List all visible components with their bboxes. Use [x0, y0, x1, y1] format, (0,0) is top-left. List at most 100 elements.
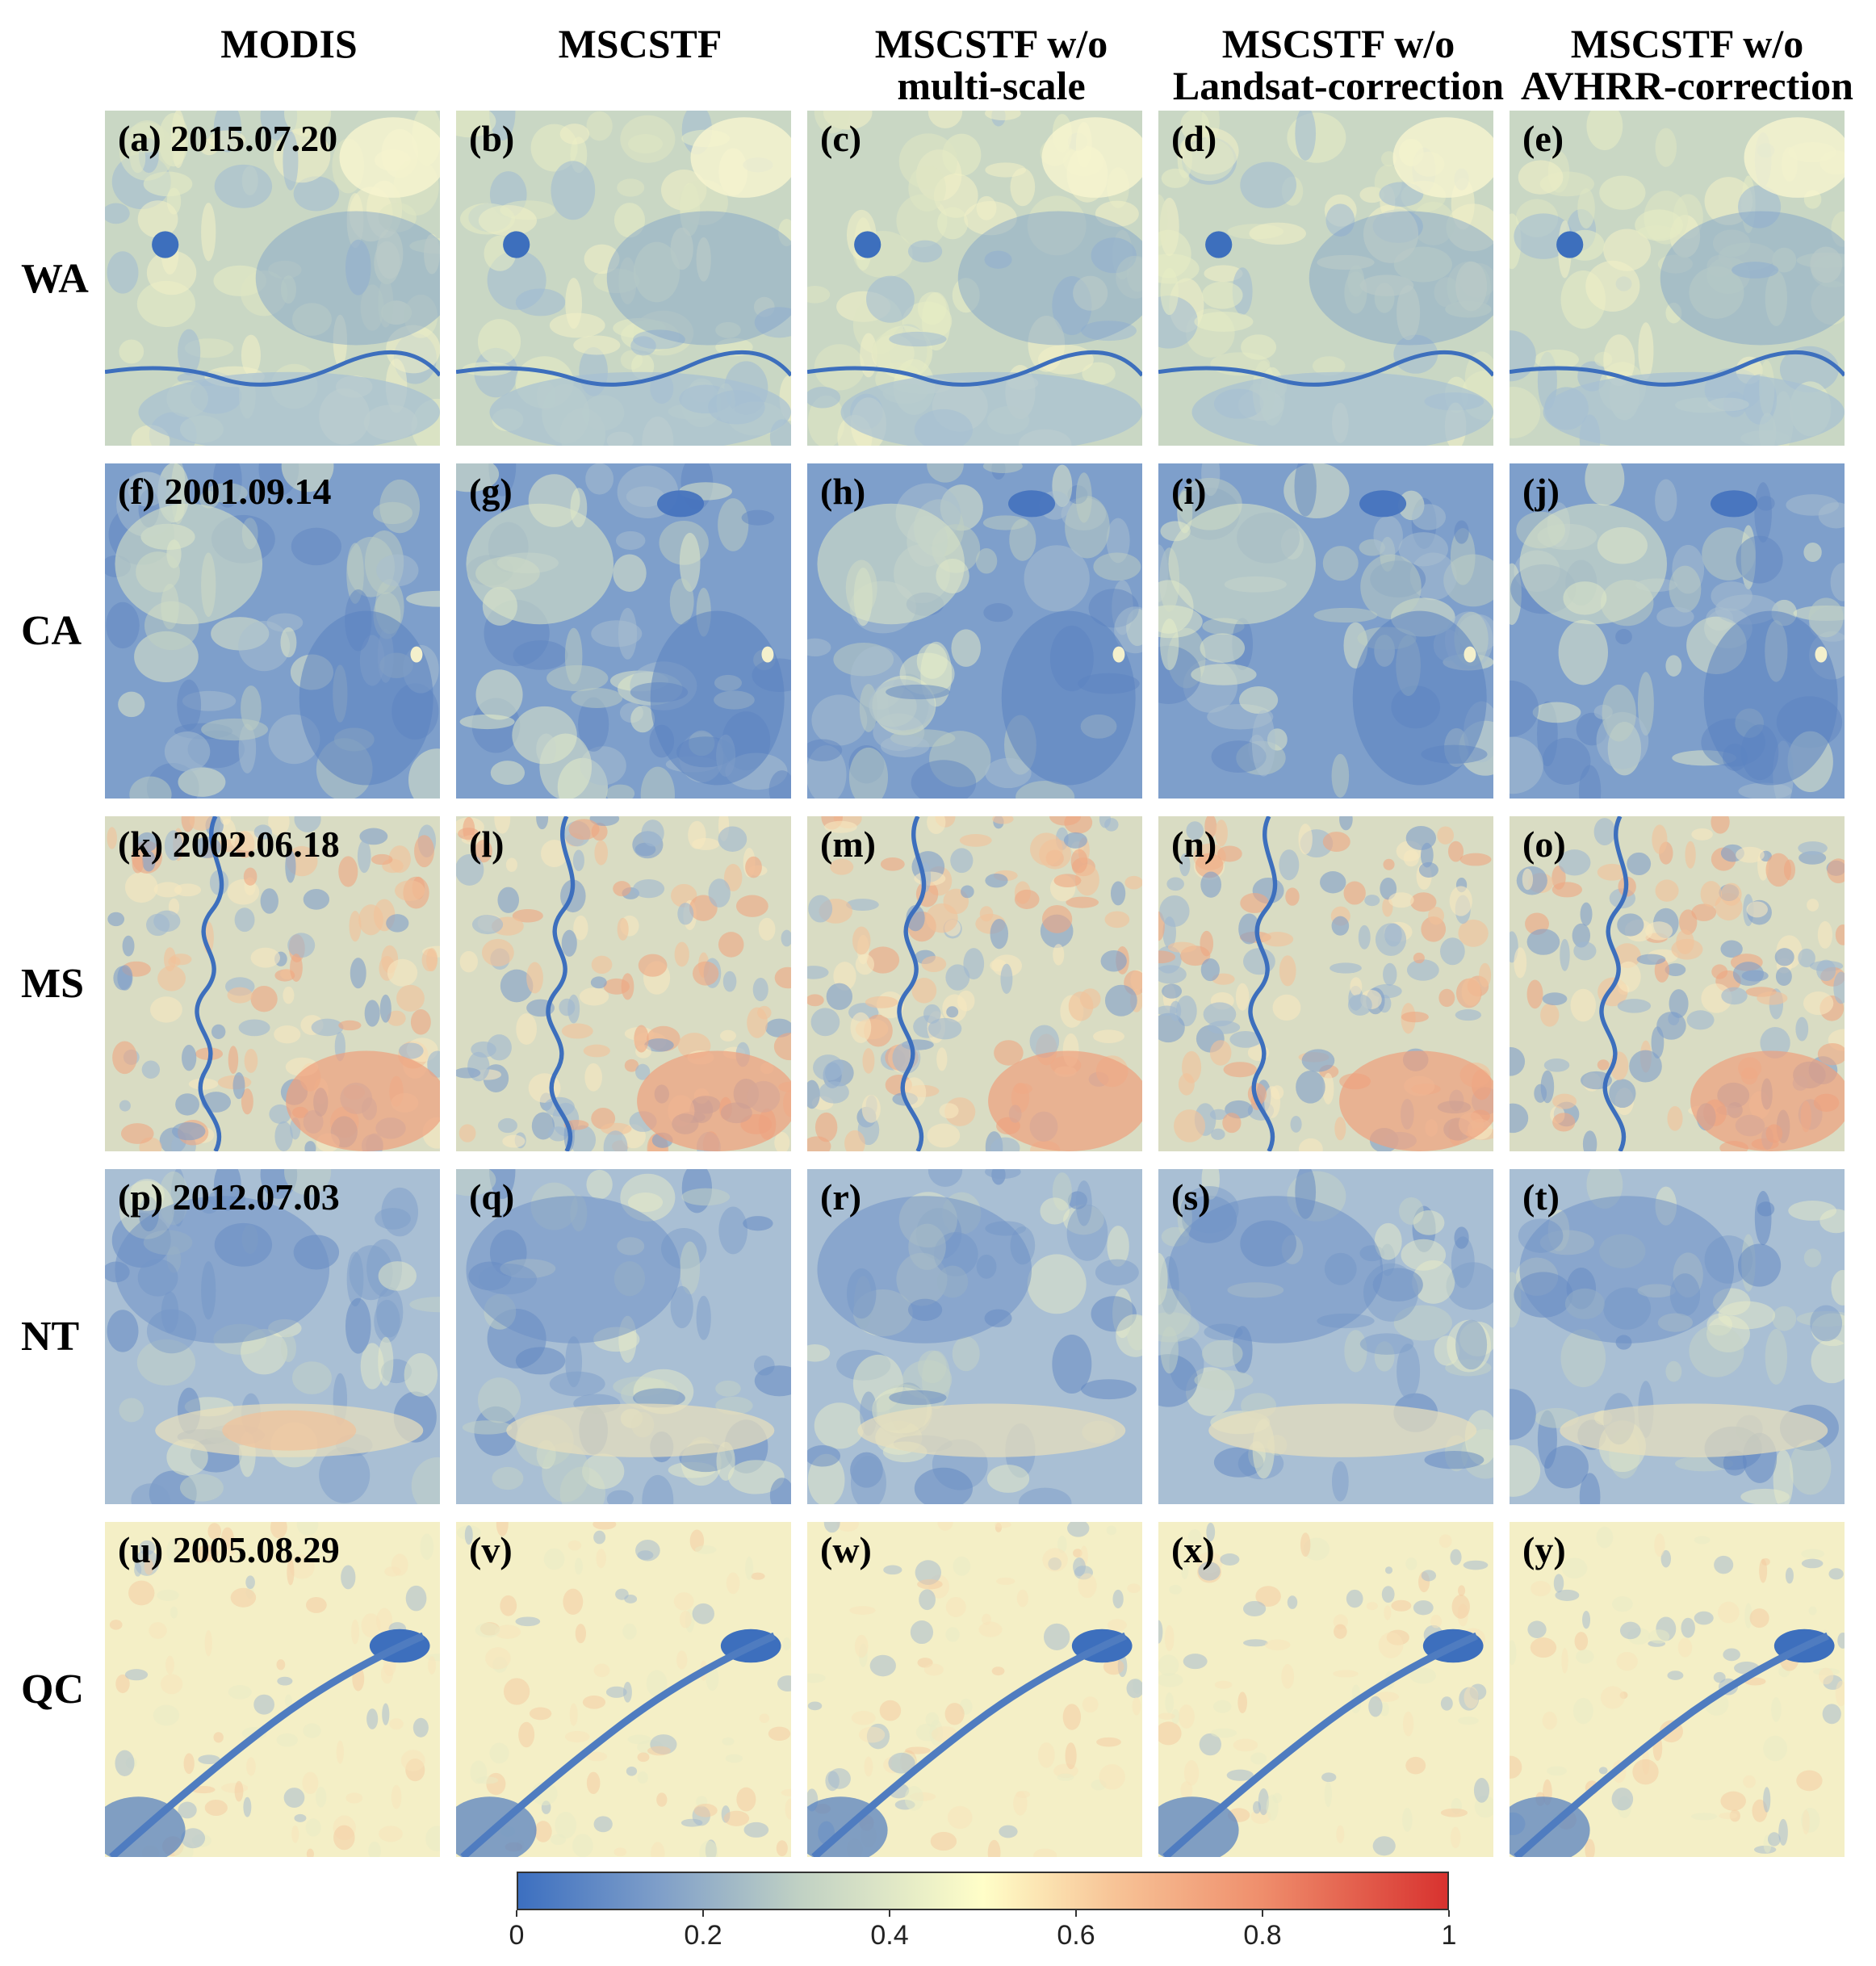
map-panel-ms-2: (m) [807, 816, 1142, 1151]
satellite-image [1158, 111, 1493, 446]
column-header-wo-avhrr-correction: MSCSTF w/o AVHRR-correction [1510, 23, 1865, 107]
map-panel-ms-4: (o) [1510, 816, 1845, 1151]
row-label-nt: NT [21, 1314, 80, 1360]
satellite-image [1158, 463, 1493, 799]
map-panel-ms-0: (k) 2002.06.18 [105, 816, 440, 1151]
column-header-line: MODIS [220, 21, 358, 66]
panel-label: (n) [1171, 824, 1217, 865]
panel-label: (s) [1171, 1176, 1211, 1218]
map-panel-ms-1: (l) [456, 816, 791, 1151]
satellite-image [1510, 816, 1845, 1151]
colorbar-tick-label: 0.8 [1243, 1920, 1282, 1951]
map-panel-wa-4: (e) [1510, 111, 1845, 446]
panel-label: (d) [1171, 118, 1217, 159]
satellite-image [1158, 1169, 1493, 1504]
map-panel-nt-1: (q) [456, 1169, 791, 1504]
map-panel-wa-0: (a) 2015.07.20 [105, 111, 440, 446]
satellite-image [1158, 1522, 1493, 1857]
panel-label: (j) [1522, 471, 1560, 512]
column-header-wo-landsat-correction: MSCSTF w/o Landsat-correction [1161, 23, 1516, 107]
panel-label: (y) [1522, 1529, 1566, 1570]
panel-label: (u) 2005.08.29 [118, 1529, 340, 1570]
satellite-image [456, 1522, 791, 1857]
map-panel-ms-3: (n) [1158, 816, 1493, 1151]
map-panel-qc-0: (u) 2005.08.29 [105, 1522, 440, 1857]
panel-label: (r) [820, 1176, 862, 1218]
satellite-image [105, 111, 440, 446]
colorbar-tick-label: 0 [509, 1920, 525, 1951]
colorbar-tick-label: 1 [1441, 1920, 1457, 1951]
map-panel-wa-2: (c) [807, 111, 1142, 446]
colorbar-tick [1075, 1910, 1077, 1917]
satellite-image [456, 463, 791, 799]
map-panel-qc-2: (w) [807, 1522, 1142, 1857]
map-panel-ca-4: (j) [1510, 463, 1845, 799]
satellite-image [105, 1522, 440, 1857]
map-panel-ca-2: (h) [807, 463, 1142, 799]
colorbar-tick-label: 0.4 [870, 1920, 909, 1951]
satellite-image [807, 816, 1142, 1151]
panel-label: (t) [1522, 1176, 1560, 1218]
colorbar-tick-label: 0.2 [684, 1920, 722, 1951]
row-label-qc: QC [21, 1666, 84, 1712]
panel-label: (h) [820, 471, 866, 512]
panel-label: (x) [1171, 1529, 1215, 1570]
panel-label: (i) [1171, 471, 1207, 512]
panel-label: (l) [469, 824, 505, 865]
map-panel-nt-2: (r) [807, 1169, 1142, 1504]
column-header-line: Landsat-correction [1172, 63, 1505, 108]
panel-label: (c) [820, 118, 862, 159]
panel-label: (q) [469, 1176, 515, 1218]
colorbar [517, 1872, 1449, 1910]
panel-label: (g) [469, 471, 513, 512]
satellite-image [1510, 463, 1845, 799]
colorbar-tick [702, 1910, 704, 1917]
panel-label: (e) [1522, 118, 1564, 159]
map-panel-nt-0: (p) 2012.07.03 [105, 1169, 440, 1504]
satellite-image [1510, 1522, 1845, 1857]
column-header-line: MSCSTF w/o [1221, 21, 1455, 66]
panel-label: (p) 2012.07.03 [118, 1176, 340, 1218]
map-panel-qc-4: (y) [1510, 1522, 1845, 1857]
column-header-line: multi-scale [897, 63, 1086, 108]
map-panel-qc-3: (x) [1158, 1522, 1493, 1857]
panel-label: (w) [820, 1529, 872, 1570]
satellite-image [1510, 111, 1845, 446]
column-header-mscstf: MSCSTF [471, 23, 810, 65]
column-header-line: AVHRR-correction [1521, 63, 1853, 108]
panel-label: (m) [820, 824, 876, 865]
row-label-ms: MS [21, 961, 84, 1007]
satellite-image [456, 816, 791, 1151]
panel-label: (b) [469, 118, 515, 159]
colorbar-tick [1448, 1910, 1450, 1917]
map-panel-ca-3: (i) [1158, 463, 1493, 799]
colorbar-tick [1262, 1910, 1263, 1917]
satellite-image [1510, 1169, 1845, 1504]
satellite-image [1158, 816, 1493, 1151]
panel-label: (k) 2002.06.18 [118, 824, 340, 865]
satellite-image [456, 111, 791, 446]
colorbar-tick [516, 1910, 517, 1917]
row-label-wa: WA [21, 256, 89, 302]
colorbar-tick-label: 0.6 [1057, 1920, 1095, 1951]
satellite-image [807, 1522, 1142, 1857]
map-panel-ca-1: (g) [456, 463, 791, 799]
map-panel-wa-3: (d) [1158, 111, 1493, 446]
map-panel-nt-3: (s) [1158, 1169, 1493, 1504]
column-header-line: MSCSTF w/o [1570, 21, 1804, 66]
map-panel-ca-0: (f) 2001.09.14 [105, 463, 440, 799]
satellite-image [105, 816, 440, 1151]
satellite-image [105, 1169, 440, 1504]
panel-label: (o) [1522, 824, 1566, 865]
row-label-ca: CA [21, 608, 82, 654]
column-header-wo-multiscale: MSCSTF w/o multi-scale [822, 23, 1161, 107]
satellite-image [807, 111, 1142, 446]
satellite-image [807, 463, 1142, 799]
colorbar-tick [889, 1910, 890, 1917]
column-header-line: MSCSTF w/o [874, 21, 1108, 66]
panel-label: (v) [469, 1529, 513, 1570]
panel-label: (f) 2001.09.14 [118, 471, 332, 512]
map-panel-wa-1: (b) [456, 111, 791, 446]
panel-label: (a) 2015.07.20 [118, 118, 338, 159]
map-panel-nt-4: (t) [1510, 1169, 1845, 1504]
